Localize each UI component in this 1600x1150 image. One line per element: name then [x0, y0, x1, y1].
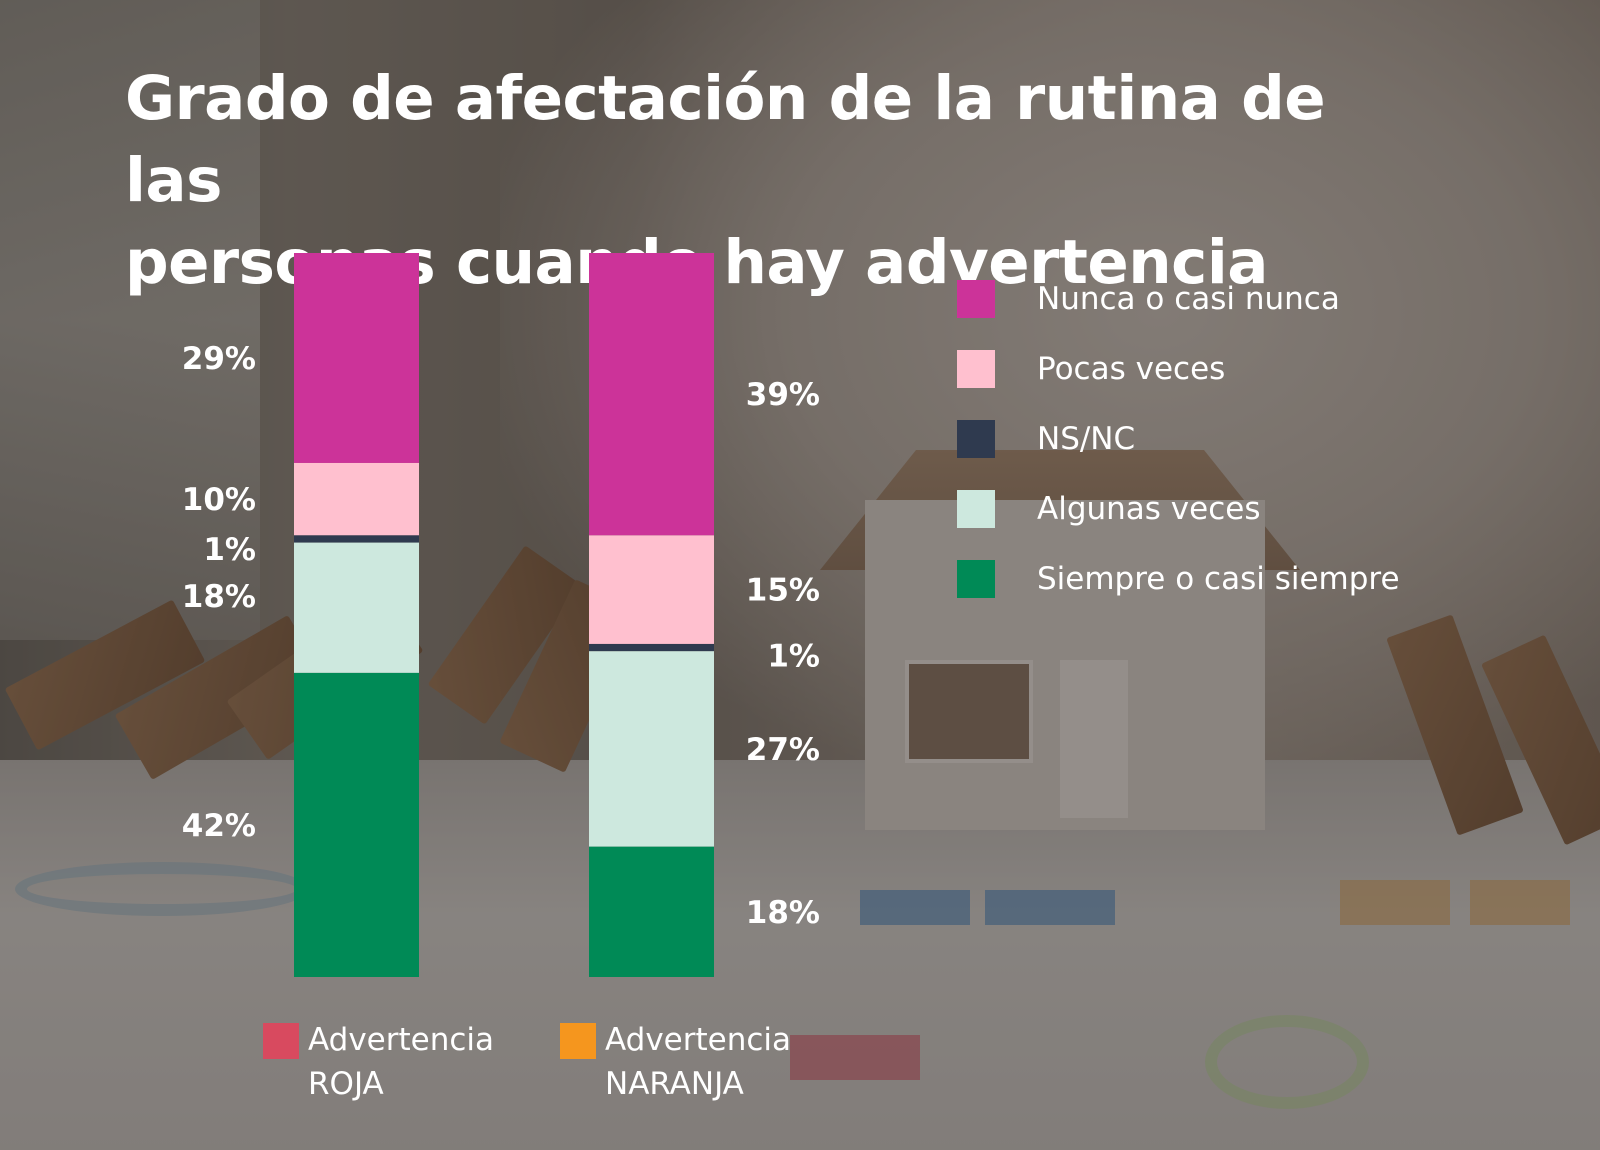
bar-legend-roja-line-1: Advertencia: [308, 1022, 495, 1058]
data-label-roja-siempre: 42%: [182, 808, 256, 844]
data-label-naranja-algunas-veces: 27%: [746, 732, 820, 768]
legend-swatch-algunas-veces: [957, 490, 995, 528]
bar-legend-swatch-naranja: [560, 1023, 596, 1059]
legend-swatch-pocas-veces: [957, 350, 995, 388]
bar-segment-roja-algunas-veces: [294, 542, 419, 673]
data-label-roja-pocas-veces: 10%: [182, 482, 256, 518]
bar-legend-swatch-roja: [263, 1023, 299, 1059]
bar-segment-naranja-siempre: [589, 846, 714, 977]
bar-segment-naranja-nunca: [589, 253, 714, 536]
data-label-naranja-pocas-veces: 15%: [746, 573, 820, 609]
bar-segment-roja-ns-nc: [294, 535, 419, 543]
legend-label-pocas-veces: Pocas veces: [1037, 351, 1226, 387]
bar-legend-roja-line-2: ROJA: [308, 1066, 384, 1102]
data-label-roja-nunca: 29%: [182, 341, 256, 377]
data-label-roja-algunas-veces: 18%: [182, 579, 256, 615]
bar-legend-label-naranja: Advertencia NARANJA: [605, 1018, 791, 1106]
bar-segment-naranja-pocas-veces: [589, 535, 714, 644]
legend-label-siempre: Siempre o casi siempre: [1037, 561, 1400, 597]
legend-swatch-siempre: [957, 560, 995, 598]
data-label-roja-ns-nc: 1%: [203, 532, 256, 568]
bar-segment-naranja-ns-nc: [589, 643, 714, 652]
legend-label-algunas-veces: Algunas veces: [1037, 491, 1261, 527]
chart-title-line-1: Grado de afectación de la rutina de las: [125, 63, 1326, 216]
legend-swatch-ns-nc: [957, 420, 995, 458]
data-label-naranja-nunca: 39%: [746, 377, 820, 413]
legend-label-ns-nc: NS/NC: [1037, 421, 1136, 457]
bar-segment-roja-siempre: [294, 672, 419, 977]
bar-legend-naranja-line-1: Advertencia: [605, 1022, 792, 1058]
legend-label-nunca: Nunca o casi nunca: [1037, 281, 1340, 317]
bar-legend-label-roja: Advertencia ROJA: [308, 1018, 494, 1106]
bar-segment-naranja-algunas-veces: [589, 651, 714, 847]
legend-swatch-nunca: [957, 280, 995, 318]
bar-segment-roja-pocas-veces: [294, 462, 419, 536]
data-label-naranja-ns-nc: 1%: [767, 639, 820, 675]
bar-legend-naranja-line-2: NARANJA: [605, 1066, 744, 1102]
bar-segment-roja-nunca: [294, 253, 419, 463]
data-label-naranja-siempre: 18%: [746, 895, 820, 931]
